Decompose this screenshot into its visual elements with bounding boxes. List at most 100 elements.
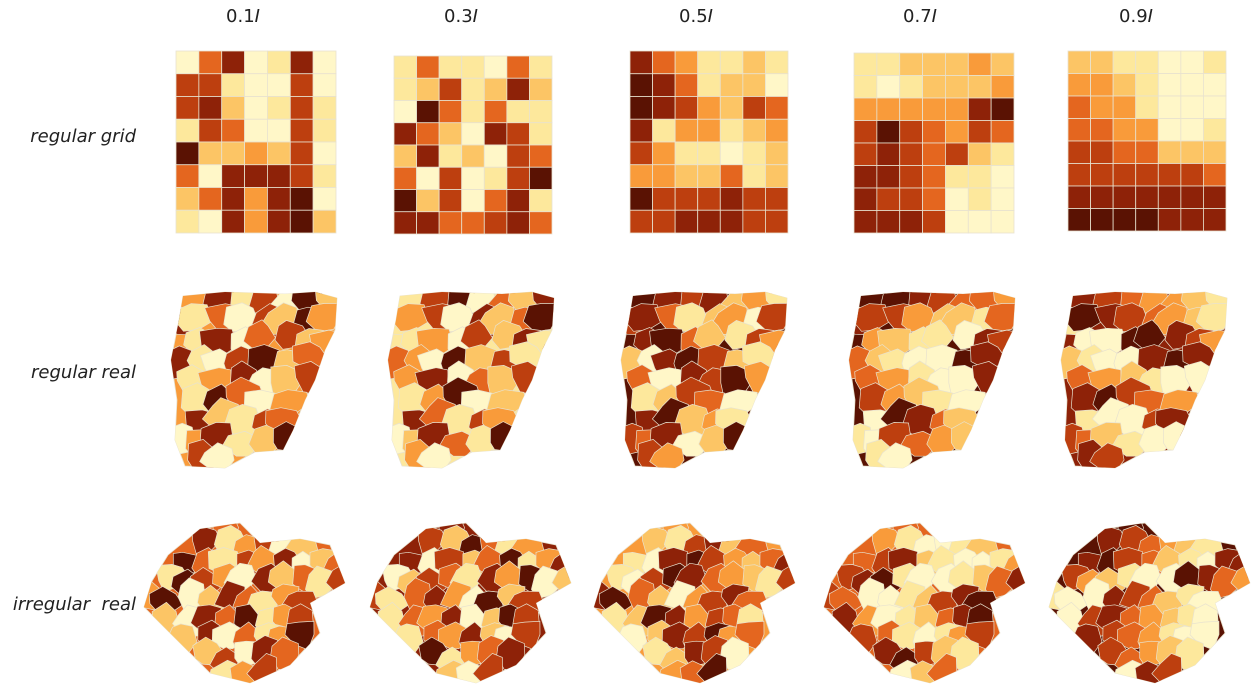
grid-cell [697,50,721,75]
grid-cell [483,55,508,79]
grid-cell [175,96,200,120]
grid-cell [506,189,530,213]
grid-cell [899,75,923,99]
grid-cell [853,210,878,234]
grid-cell [244,187,268,211]
grid-cell [244,164,268,188]
grid-cell [416,100,440,124]
grid-cell [1203,185,1227,209]
grid-cell [697,187,721,211]
grid-cell [483,77,508,101]
grid-cell [629,96,653,120]
grid-cell [416,166,440,190]
grid-cell [652,96,676,120]
grid-cell [853,142,878,166]
grid-cell [674,141,699,166]
grid-cell [198,141,223,166]
grid-cell [719,73,744,97]
grid-cell [1090,185,1114,209]
grid-cell [1203,50,1227,74]
grid-cell [1157,140,1182,164]
grid-cell [244,118,268,143]
map-region [983,303,1015,333]
grid-cell [1135,73,1159,97]
grid-cell [899,210,923,234]
grid-cell [483,166,508,190]
grid-cell [945,187,969,211]
grid-cell [198,209,223,234]
grid-cell [1112,163,1137,187]
regular-real-map-panel [387,291,555,469]
map-region [723,421,752,453]
grid-map-panel [629,50,789,234]
grid-cell [221,118,245,143]
grid-cell [853,120,878,144]
grid-cell [674,96,699,120]
grid-cell [198,96,223,120]
grid-map-panel [1067,50,1227,232]
grid-cell [461,189,485,213]
grid-cell [393,122,417,146]
grid-cell [967,165,992,189]
grid-cell [674,209,699,234]
grid-cell [853,97,878,121]
grid-cell [461,55,485,79]
grid-cell [1112,118,1137,142]
grid-cell [1135,140,1159,164]
map-region [522,303,554,333]
grid-cell [945,210,969,234]
grid-cell [221,164,245,188]
grid-map-panel [853,52,1015,234]
grid-cell [198,164,223,188]
grid-cell [198,73,223,97]
grid-cell [289,50,314,75]
grid-cell [1135,50,1159,74]
map-region [199,442,235,468]
grid-cell [175,141,200,166]
grid-cell [719,50,744,75]
grid-cell [1067,163,1091,187]
grid-cell [990,187,1015,211]
grid-cell [876,97,901,121]
grid-cell [416,122,440,146]
column-label: 0.7I [903,6,937,27]
grid-cell [1090,208,1114,232]
grid-cell [416,55,440,79]
grid-cell [506,77,530,101]
grid-cell [967,97,992,121]
grid-cell [1135,185,1159,209]
grid-cell [719,209,744,234]
grid-cell [674,164,699,188]
grid-cell [1135,163,1159,187]
grid-cell [1067,185,1091,209]
grid-cell [1112,208,1137,232]
grid-cell [719,96,744,120]
grid-cell [506,55,530,79]
grid-cell [1180,185,1204,209]
grid-cell [853,165,878,189]
grid-cell [393,77,417,101]
grid-cell [674,73,699,97]
grid-cell [175,209,200,234]
grid-cell [221,209,245,234]
grid-cell [922,210,946,234]
grid-cell [198,118,223,143]
grid-cell [483,211,508,235]
grid-cell [267,73,291,97]
map-region [416,442,452,468]
grid-cell [765,164,789,188]
grid-cell [922,165,946,189]
grid-cell [175,118,200,143]
grid-cell [652,209,676,234]
grid-cell [742,96,766,120]
grid-cell [1090,140,1114,164]
grid-cell [1180,50,1204,74]
grid-cell [899,165,923,189]
grid-cell [438,77,463,101]
map-region [551,565,571,595]
grid-cell [652,73,676,97]
grid-cell [945,142,969,166]
grid-cell [438,55,463,79]
grid-cell [1090,163,1114,187]
grid-cell [1157,163,1182,187]
